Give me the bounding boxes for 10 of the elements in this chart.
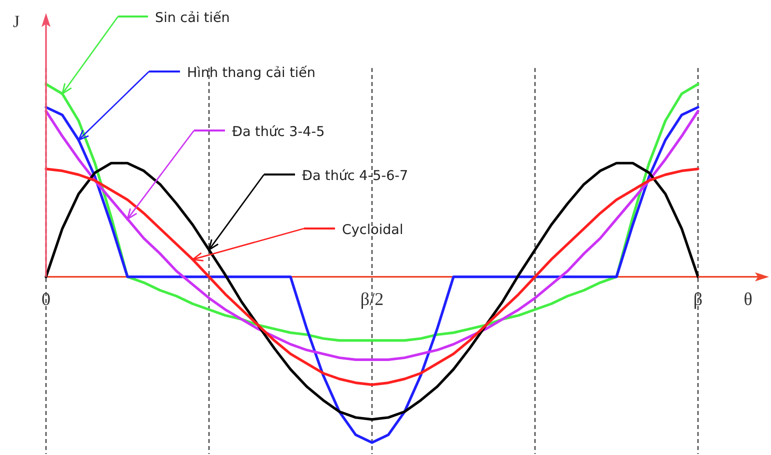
legend-label: Hình thang cải tiến [187, 65, 316, 81]
x-tick-label: 0 [42, 288, 50, 309]
legend-label: Sin cải tiến [155, 10, 230, 26]
legend-label: Cycloidal [342, 222, 404, 238]
legend-label: Đa thức 3-4-5 [232, 124, 325, 140]
x-axis-title: θ [744, 288, 752, 309]
legend-label: Đa thức 4-5-6-7 [302, 168, 408, 184]
y-axis-title: J [13, 12, 20, 31]
x-tick-label: β/2 [360, 288, 384, 309]
x-tick-label: β [693, 288, 703, 309]
